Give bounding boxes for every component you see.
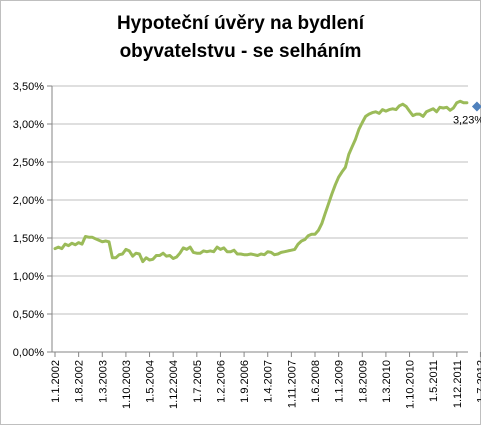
x-tick-label: 1.11.2007 [286,360,298,408]
series-line [53,99,469,264]
x-tick-label: 1.5.2004 [145,360,157,403]
last-point-marker [471,101,481,112]
x-tick-label: 1.8.2002 [74,360,86,403]
y-tick-label: 0,50% [13,309,44,321]
x-tick-label: 1.7.2012 [475,360,481,403]
y-tick-label: 1,50% [13,233,44,245]
x-tick-label: 1.5.2011 [428,360,440,402]
x-tick-label: 1.12.2011 [452,360,464,408]
x-tick-label: 1.1.2002 [50,360,62,403]
x-tick-label: 1.12.2004 [168,360,180,409]
x-tick-label: 1.4.2007 [263,360,275,403]
x-tick-label: 1.1.2009 [334,360,346,403]
y-tick-label: 2,00% [13,195,44,207]
y-tick-label: 2,50% [13,157,44,169]
last-point-label: 3,23% [453,115,481,127]
chart-title: Hypoteční úvěry na bydlení obyvatelstvu … [0,10,481,66]
chart-title-line-2: obyvatelstvu - se selháním [119,41,362,62]
x-tick-label: 1.7.2005 [192,360,204,403]
x-tick-label: 1.3.2010 [381,360,393,403]
x-tick-label: 1.9.2006 [239,360,251,403]
x-tick-label: 1.3.2003 [97,360,109,403]
chart-title-line-1: Hypoteční úvěry na bydlení [116,13,365,34]
y-tick-label: 3,00% [13,119,44,131]
x-tick-label: 1.2.2006 [215,360,227,403]
x-tick-label: 1.10.2003 [121,360,133,409]
x-tick-label: 1.10.2010 [405,360,417,409]
x-tick-label: 1.6.2008 [310,360,322,403]
y-tick-label: 3,50% [13,81,44,93]
y-tick-label: 1,00% [13,271,44,283]
x-tick-label: 1.8.2009 [357,360,369,403]
y-tick-label: 0,00% [13,347,44,359]
